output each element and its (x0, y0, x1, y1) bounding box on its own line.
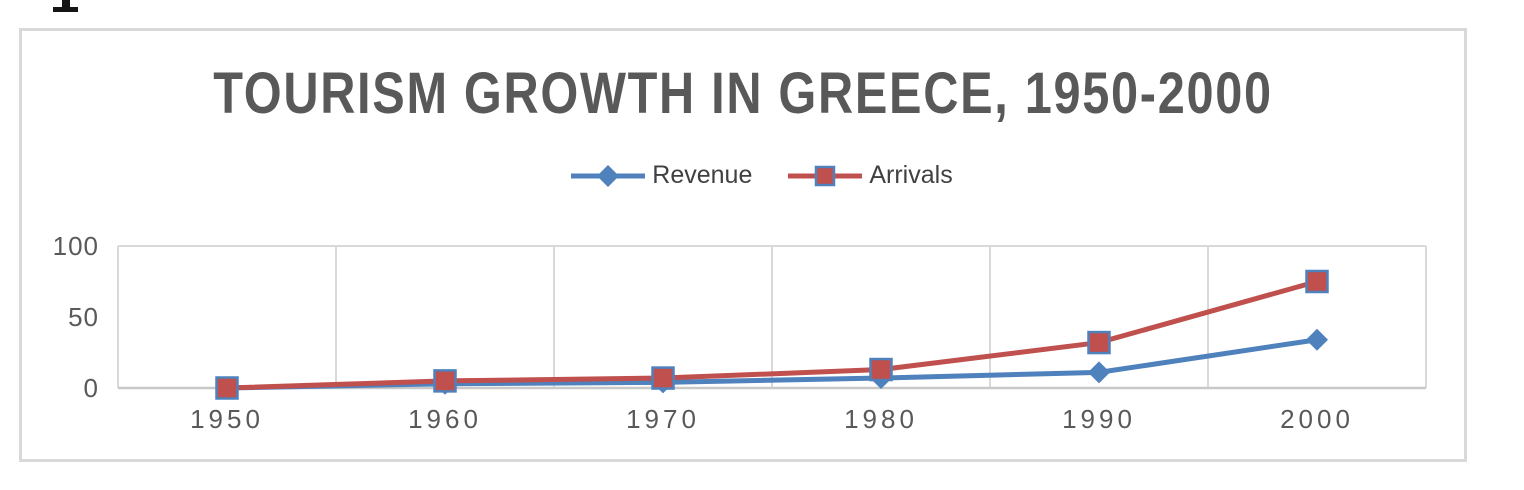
chart-title: TOURISM GROWTH IN GREECE, 1950-2000 (213, 61, 1273, 126)
gridlines (117, 245, 1427, 388)
clipped-text-fragment (0, 0, 90, 14)
x-axis-tick-labels: 1950 1960 1970 1980 1990 2000 (190, 404, 1354, 434)
clipped-glyph-stem (62, 0, 70, 9)
x-tick-1960: 1960 (408, 404, 482, 434)
clipped-glyph-serif (53, 7, 78, 12)
arrivals-marker-1950 (215, 376, 239, 400)
legend-label-revenue: Revenue (652, 161, 753, 189)
chart: TOURISM GROWTH IN GREECE, 1950-2000 Reve… (19, 28, 1467, 462)
x-tick-1970: 1970 (626, 404, 700, 434)
x-tick-2000: 2000 (1280, 404, 1354, 434)
x-tick-1990: 1990 (1062, 404, 1136, 434)
y-tick-0: 0 (84, 373, 99, 403)
revenue-marker-2000 (1306, 328, 1328, 351)
y-axis-tick-labels: 100 50 0 (53, 231, 99, 403)
legend-item-arrivals: Arrivals (786, 161, 953, 190)
legend-item-revenue: Revenue (569, 161, 752, 190)
x-tick-1980: 1980 (844, 404, 918, 434)
legend-label-arrivals: Arrivals (869, 161, 953, 189)
x-tick-1950: 1950 (190, 404, 264, 434)
arrivals-marker-1960 (433, 369, 457, 393)
arrivals-line (226, 279, 1318, 391)
y-tick-100: 100 (53, 231, 99, 261)
arrivals-marker-1990 (1087, 330, 1111, 355)
arrivals-marker-1980 (869, 357, 893, 382)
series-layer (215, 269, 1329, 400)
arrivals-legend-swatch-icon (788, 165, 863, 186)
arrivals-marker-2000 (1305, 269, 1329, 294)
y-tick-50: 50 (68, 302, 99, 332)
arrivals-marker-1970 (651, 366, 675, 390)
legend: Revenue Arrivals (55, 161, 1467, 190)
plot-area: 100 50 0 1950 1960 1970 1980 1990 2000 (53, 231, 1427, 434)
revenue-legend-swatch-icon (571, 164, 646, 187)
revenue-marker-1990 (1088, 361, 1110, 384)
